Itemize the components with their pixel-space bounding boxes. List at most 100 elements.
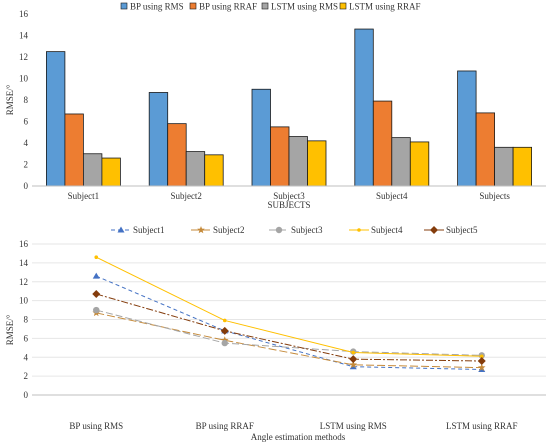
- line-chart-legend: Subject1 Subject2 Subject3 Subject4 Subject5: [111, 225, 478, 235]
- bar-2-3: [185, 151, 206, 187]
- bar-chart-y-tick-label: 8: [24, 95, 29, 105]
- line-point-2-3: [349, 360, 358, 369]
- line-point-5-3: [349, 355, 358, 364]
- bar-1-2: [64, 113, 84, 187]
- line-legend-label: Subject2: [213, 225, 245, 235]
- bar-2-2: [167, 123, 187, 187]
- bar-chart-x-tick-label: Subjects: [479, 191, 510, 201]
- line-point-3-1: [93, 306, 100, 314]
- line-legend-label: Subject3: [291, 225, 323, 235]
- bar-legend-label: LSTM using RRAF: [349, 2, 421, 12]
- bar-legend-item: LSTM using RMS: [261, 2, 338, 12]
- bar-chart-x-tick-label: Subject3: [273, 191, 305, 201]
- bar-5-4: [512, 146, 532, 187]
- line-chart-x-tick-label: LSTM using RRAF: [446, 421, 518, 431]
- line-point-4-2: [222, 318, 227, 323]
- line-series-3-line: [96, 309, 482, 356]
- bar-1-3: [83, 153, 103, 187]
- line-chart-y-axis: 0 2 4 6 8 10 12 14 16: [19, 239, 29, 400]
- line-legend-label: Subject1: [133, 225, 165, 235]
- bar-5-3: [494, 146, 514, 187]
- line-chart-y-tick-label: 10: [19, 296, 29, 306]
- bar-3-3: [288, 136, 308, 187]
- bar-4-4: [409, 141, 430, 187]
- bar-legend-item: BP using RRAF: [189, 2, 257, 12]
- bar-chart-y-tick-label: 12: [19, 52, 28, 62]
- line-legend-item: Subject5: [424, 225, 478, 235]
- bar-chart-y-tick-label: 6: [24, 117, 29, 127]
- bar-chart-y-tick-label: 14: [19, 31, 29, 41]
- bar-chart-x-axis-title: SUBJECTS: [267, 200, 310, 210]
- line-legend-marker: [275, 226, 283, 234]
- bar-legend-swatch: [261, 2, 269, 10]
- line-point-5-1: [92, 290, 101, 299]
- line-chart: Subject1 Subject2 Subject3 Subject4 Subject5…: [5, 225, 546, 442]
- bar-chart-x-tick-label: Subject2: [170, 191, 202, 201]
- line-chart-y-tick-label: 12: [19, 277, 28, 287]
- bar-3-2: [270, 126, 290, 187]
- bar-legend-swatch: [339, 2, 347, 10]
- bar-legend-label: LSTM using RMS: [271, 2, 338, 12]
- bar-legend-item: BP using RMS: [120, 2, 184, 12]
- bar-5-2: [475, 112, 496, 187]
- line-series-4-line: [96, 256, 482, 357]
- bar-chart-y-tick-label: 10: [19, 74, 29, 84]
- line-point-5-2: [220, 326, 229, 335]
- line-series-1-line: [96, 275, 482, 371]
- bar-chart-x-axis: Subject1 Subject2 Subject3 Subject4 Subjects: [68, 191, 511, 201]
- line-legend-item: Subject3: [269, 225, 323, 235]
- line-legend-label: Subject4: [371, 225, 403, 235]
- bar-chart-y-tick-label: 2: [24, 160, 29, 170]
- bar-chart-y-tick-label: 4: [24, 138, 29, 148]
- line-chart-y-tick-label: 8: [24, 315, 29, 325]
- bar-chart-x-tick-label: Subject4: [376, 191, 408, 201]
- bar-5-1: [457, 70, 477, 187]
- line-legend-marker: [430, 226, 438, 234]
- bar-chart-legend: BP using RMS BP using RRAF LSTM using RMS L…: [120, 2, 421, 12]
- line-chart-y-tick-label: 0: [24, 390, 29, 400]
- line-chart-y-tick-label: 6: [24, 333, 29, 343]
- line-chart-series: [92, 255, 486, 373]
- line-series-5-line: [96, 293, 482, 362]
- bar-1-1: [46, 51, 66, 187]
- line-series-3: [93, 306, 485, 359]
- line-legend-label: Subject5: [446, 225, 478, 235]
- line-point-2-4: [477, 363, 486, 371]
- line-series-4: [94, 255, 484, 359]
- line-point-4-4: [479, 354, 484, 359]
- line-legend-item: Subject2: [191, 225, 245, 235]
- line-chart-x-axis-title: Angle estimation methods: [251, 432, 346, 442]
- bar-legend-swatch: [189, 2, 197, 10]
- line-series-2: [92, 308, 486, 371]
- bar-legend-label: BP using RMS: [130, 2, 184, 12]
- bar-2-1: [148, 92, 169, 187]
- bar-3-1: [251, 88, 271, 187]
- bar-4-1: [354, 28, 374, 187]
- bar-chart-x-tick-label: Subject1: [68, 191, 100, 201]
- line-chart-y-tick-label: 2: [24, 371, 29, 381]
- bar-chart: BP using RMS BP using RRAF LSTM using RMS L…: [5, 2, 546, 210]
- line-chart-y-tick-label: 4: [24, 352, 29, 362]
- bar-4-2: [372, 100, 393, 187]
- line-chart-y-tick-label: 16: [19, 239, 29, 249]
- line-legend-marker: [197, 226, 205, 234]
- line-legend-item: Subject1: [111, 225, 165, 235]
- line-chart-y-axis-title: RMSE/°: [5, 314, 15, 345]
- line-chart-gridlines: [32, 243, 546, 396]
- bar-4-3: [391, 137, 411, 187]
- bar-legend-label: BP using RRAF: [199, 2, 257, 12]
- bar-chart-y-tick-label: 0: [24, 181, 29, 191]
- bar-chart-y-axis-title: RMSE/°: [5, 84, 15, 115]
- line-point-1-1: [92, 272, 100, 279]
- bar-legend-item: LSTM using RRAF: [339, 2, 421, 12]
- line-chart-x-tick-label: BP using RRAF: [196, 421, 254, 431]
- bar-chart-y-axis: 0 2 4 6 8 10 12 14 16: [19, 9, 29, 191]
- bar-3-4: [307, 140, 327, 187]
- bar-2-4: [204, 154, 224, 187]
- line-chart-x-axis: BP using RMS BP using RRAF LSTM using RMS L…: [69, 421, 517, 431]
- line-point-5-4: [477, 357, 486, 366]
- bar-legend-swatch: [120, 2, 128, 10]
- line-legend-marker: [117, 226, 125, 233]
- line-chart-x-tick-label: BP using RMS: [69, 421, 123, 431]
